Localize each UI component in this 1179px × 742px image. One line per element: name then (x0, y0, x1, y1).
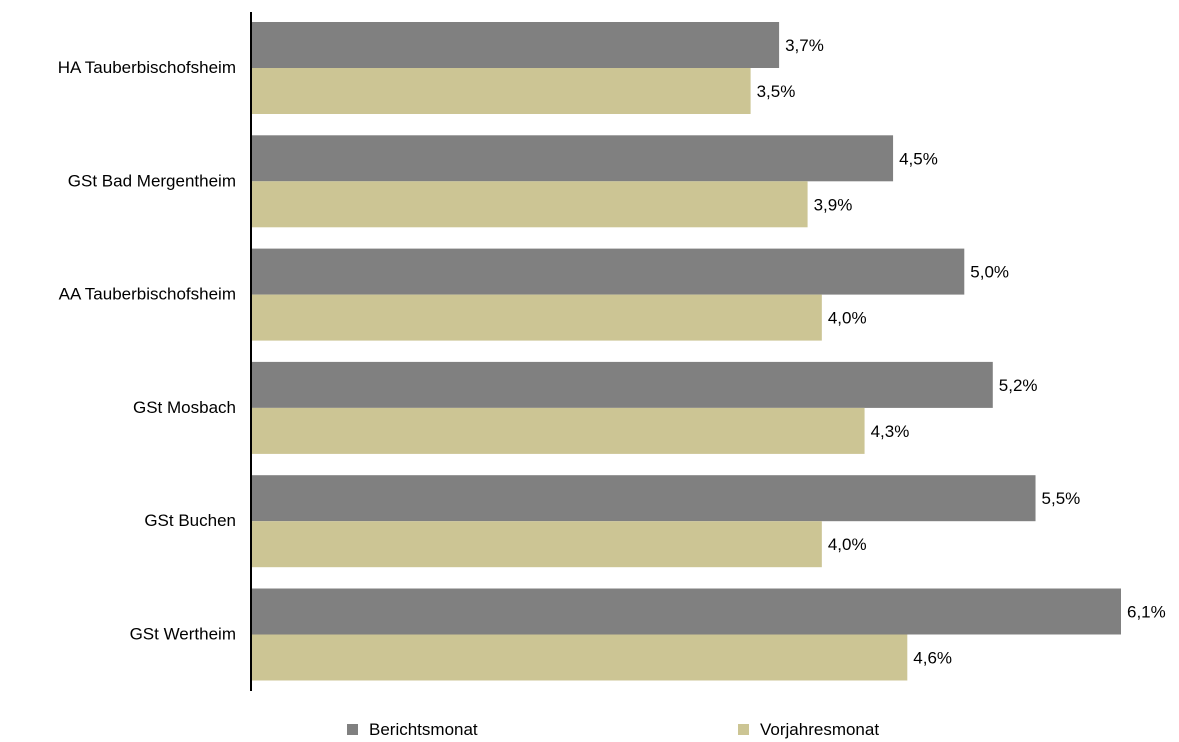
data-label: 5,5% (1042, 489, 1081, 508)
category-labels-layer: HA Tauberbischofsheim GSt Bad Mergentheim… (58, 58, 236, 644)
category-label: HA Tauberbischofsheim (58, 58, 236, 77)
data-label: 6,1% (1127, 603, 1166, 622)
data-label: 4,0% (828, 535, 867, 554)
bar-vorjahresmonat (252, 634, 908, 681)
data-label: 5,2% (999, 376, 1038, 395)
data-label: 3,9% (814, 195, 853, 214)
bar-vorjahresmonat (252, 294, 822, 341)
data-labels-layer: 3,7% 3,5% 4,5% 3,9% 5,0% 4,0% 5,2% 4,3% 5,5% 4,0%… (757, 36, 1166, 668)
bar-berichtsmonat (252, 475, 1036, 522)
data-label: 4,6% (913, 649, 952, 668)
legend-swatch (347, 724, 358, 735)
category-label: GSt Wertheim (130, 625, 236, 644)
bar-berichtsmonat (252, 361, 993, 408)
data-label: 4,3% (871, 422, 910, 441)
data-label: 3,5% (757, 82, 796, 101)
legend-swatch (738, 724, 749, 735)
category-label: GSt Mosbach (133, 398, 236, 417)
bar-vorjahresmonat (252, 181, 808, 228)
data-label: 4,0% (828, 309, 867, 328)
bar-vorjahresmonat (252, 407, 865, 454)
legend-label: Vorjahresmonat (760, 720, 879, 739)
category-label: GSt Buchen (144, 511, 236, 530)
data-label: 4,5% (899, 149, 938, 168)
bar-berichtsmonat (252, 22, 780, 68)
legend: Berichtsmonat Vorjahresmonat (347, 720, 879, 739)
bar-vorjahresmonat (252, 521, 822, 568)
bar-berichtsmonat (252, 248, 965, 295)
data-label: 5,0% (970, 263, 1009, 282)
bars-layer (252, 22, 1121, 681)
data-label: 3,7% (785, 36, 824, 55)
bar-berichtsmonat (252, 588, 1121, 635)
legend-label: Berichtsmonat (369, 720, 478, 739)
category-label: GSt Bad Mergentheim (68, 171, 236, 190)
bar-berichtsmonat (252, 135, 894, 182)
bar-vorjahresmonat (252, 68, 751, 114)
category-label: AA Tauberbischofsheim (59, 285, 236, 304)
